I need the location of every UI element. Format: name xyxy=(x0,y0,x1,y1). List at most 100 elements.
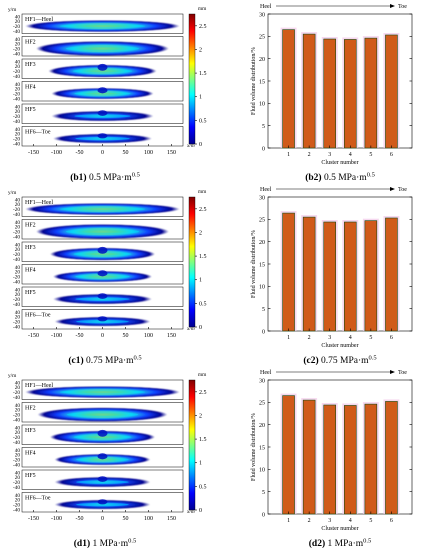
y-axis-label: Fluid volume distribution/% xyxy=(251,47,257,115)
y-tick-label: -20 xyxy=(13,24,20,30)
perforation-spot xyxy=(97,63,108,71)
x-tick-label: 50 xyxy=(123,333,129,339)
colorbar xyxy=(188,379,196,511)
y-tick-label: -40 xyxy=(13,508,20,514)
colorbar-tick-label: 0.5 xyxy=(199,301,207,307)
y-tick-label: 20 xyxy=(15,87,21,93)
fracture-core xyxy=(59,24,146,29)
y-tick-label: 40 xyxy=(15,60,21,66)
y-tick-label: 40 xyxy=(15,288,21,294)
heel-label: Heel xyxy=(260,370,272,376)
x-tick-label: 0 xyxy=(101,333,104,339)
colorbar-tick-label: 0.5 xyxy=(199,118,207,124)
x-tick-label: 6 xyxy=(390,152,393,158)
fracture-core xyxy=(72,68,133,74)
colorbar-tick-label: 2.5 xyxy=(199,390,207,396)
bar-chart-3: 0 5 10 15 20 25 30 1 2 3 4 5 6 Cluster number Fluid vo… xyxy=(251,370,413,549)
colorbar-unit: mm xyxy=(198,6,207,12)
panel-label: HF5 xyxy=(25,290,36,296)
y-tick-label: 20 xyxy=(15,270,21,276)
y-tick-label: -20 xyxy=(13,275,20,281)
y-tick-label: -40 xyxy=(13,463,20,469)
y-tick-label: 20 xyxy=(15,292,21,298)
x-tick-label: -50 xyxy=(76,516,84,522)
panel-label: HF6—Toe xyxy=(25,313,51,319)
x-tick-label: 5 xyxy=(369,152,372,158)
y-tick-label: -40 xyxy=(13,235,20,241)
width-map-1: y/mHF1—Heel4020-20-40HF24020-20-40HF3402… xyxy=(8,6,207,183)
panel-label: HF6—Toe xyxy=(25,496,51,502)
panel-label: HF6—Toe xyxy=(25,130,51,136)
x-tick-label: 1 xyxy=(287,335,290,341)
perforation-spot xyxy=(97,293,108,299)
y-tick-label: -20 xyxy=(13,137,20,143)
x-tick-label: -100 xyxy=(51,150,62,156)
colorbar-tick-label: 0 xyxy=(199,508,202,514)
fracture-core xyxy=(75,136,130,141)
perforation-spot xyxy=(97,499,108,505)
toe-label: Toe xyxy=(398,370,407,376)
bar-cluster-3 xyxy=(323,404,336,515)
y-tick-label: -40 xyxy=(13,257,20,263)
perforation-spot xyxy=(97,476,108,482)
fracture-core xyxy=(75,297,130,301)
heel-label: Heel xyxy=(260,187,272,193)
panel-label: HF3 xyxy=(25,245,36,251)
panel-label: HF5 xyxy=(25,107,36,113)
y-tick-label: 30 xyxy=(259,12,265,18)
colorbar-tick-label: 1 xyxy=(199,278,202,284)
y-tick-label: 20 xyxy=(15,132,21,138)
y-tick-label: 20 xyxy=(15,42,21,48)
y-tick-label: 20 xyxy=(15,225,21,231)
y-tick-label: -20 xyxy=(13,114,20,120)
perforation-spot xyxy=(97,133,108,139)
y-tick-label: 0 xyxy=(262,329,265,335)
toe-label: Toe xyxy=(398,187,407,193)
bar-cluster-6 xyxy=(385,217,398,332)
perforation-spot xyxy=(97,87,108,94)
x-tick-label: 5 xyxy=(369,335,372,341)
x-tick-label: 4 xyxy=(349,335,352,341)
y-tick-label: 15 xyxy=(259,79,265,85)
y-tick-label: 40 xyxy=(15,243,21,249)
y-tick-label: 25 xyxy=(259,218,265,224)
fracture-core xyxy=(74,91,131,96)
y-axis-unit: y/m xyxy=(8,7,17,13)
x-axis-label: Cluster number xyxy=(321,526,358,532)
x-tick-label: -150 xyxy=(28,333,39,339)
y-tick-label: -40 xyxy=(13,142,20,148)
y-tick-label: 40 xyxy=(15,381,21,387)
y-tick-label: -20 xyxy=(13,390,20,396)
y-tick-label: -40 xyxy=(13,119,20,125)
y-tick-label: 20 xyxy=(15,453,21,459)
x-tick-label: 1 xyxy=(287,152,290,158)
x-axis-unit: x/m xyxy=(186,509,195,515)
y-tick-label: 0 xyxy=(262,146,265,152)
panel-label: HF1—Heel xyxy=(25,200,53,206)
y-tick-label: 10 xyxy=(259,468,265,474)
colorbar-tick-label: 2.5 xyxy=(199,24,207,30)
y-tick-label: 40 xyxy=(15,265,21,271)
width-map-3: y/mHF1—Heel4020-20-40HF24020-20-40HF3402… xyxy=(8,372,207,549)
x-tick-label: 2 xyxy=(308,335,311,341)
y-tick-label: 40 xyxy=(15,220,21,226)
y-tick-label: 40 xyxy=(15,198,21,204)
y-tick-label: -20 xyxy=(13,252,20,258)
arrowhead-icon xyxy=(390,4,395,8)
perforation-spot xyxy=(97,110,108,116)
y-tick-label: -20 xyxy=(13,458,20,464)
chart-caption: (b2) 0.5 MPa·m0.5 xyxy=(305,172,375,184)
bar-cluster-5 xyxy=(364,403,378,515)
y-tick-label: -40 xyxy=(13,280,20,286)
